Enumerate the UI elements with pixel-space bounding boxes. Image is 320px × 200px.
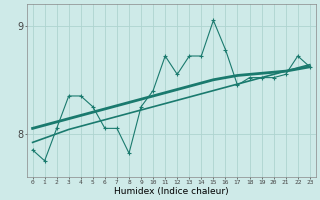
X-axis label: Humidex (Indice chaleur): Humidex (Indice chaleur)	[114, 187, 228, 196]
